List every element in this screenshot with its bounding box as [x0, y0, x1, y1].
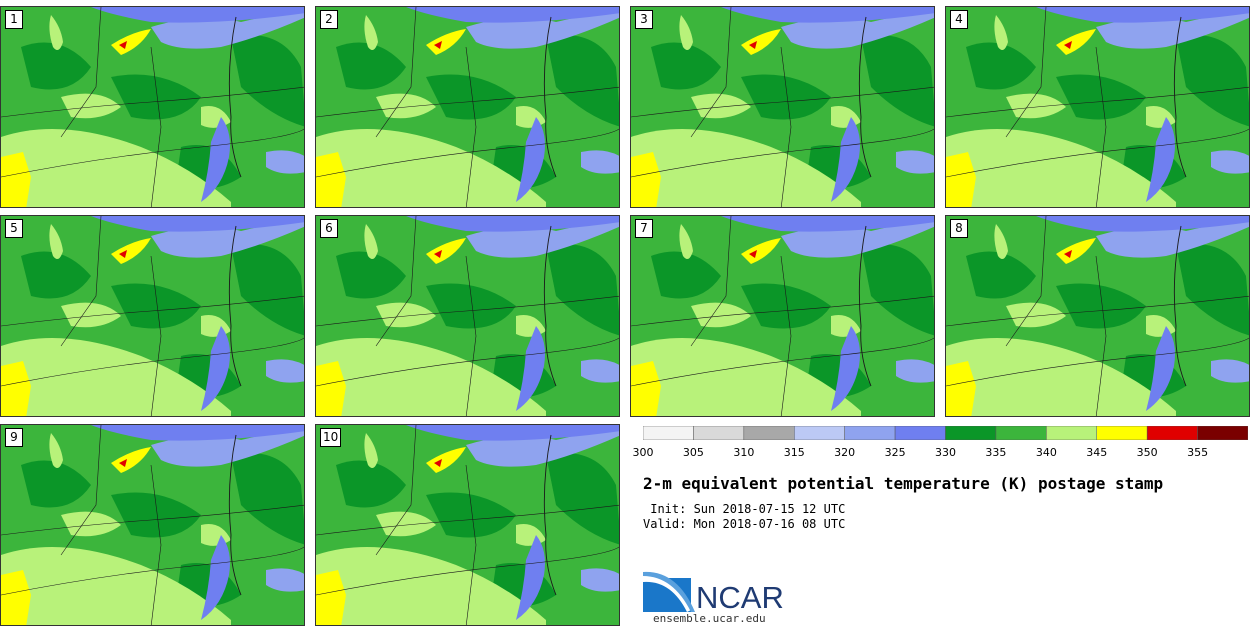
map-2 — [316, 7, 619, 207]
colorbar-segment-8 — [1046, 426, 1098, 440]
colorbar-segment-7 — [995, 426, 1047, 440]
colorbar-tick-label: 305 — [682, 446, 704, 459]
colorbar-segment-5 — [894, 426, 946, 440]
init-time: Init: Sun 2018-07-15 12 UTC — [643, 502, 846, 516]
colorbar-segment-3 — [794, 426, 845, 440]
colorbar-tick-label: 300 — [632, 446, 654, 459]
colorbar-tick-label: 315 — [783, 446, 805, 459]
member-panel-1: 1 — [0, 6, 305, 208]
colorbar-tick-label: 340 — [1035, 446, 1057, 459]
colorbar — [643, 426, 1248, 440]
colorbar-segment-10 — [1146, 426, 1198, 440]
member-number-label: 10 — [320, 428, 342, 447]
member-panel-8: 8 — [945, 215, 1250, 417]
map-10 — [316, 425, 619, 625]
colorbar-tick-label: 345 — [1086, 446, 1108, 459]
colorbar-segment-6 — [945, 426, 997, 440]
member-panel-5: 5 — [0, 215, 305, 417]
valid-time: Valid: Mon 2018-07-16 08 UTC — [643, 517, 846, 531]
colorbar-segment-11 — [1197, 426, 1248, 440]
member-panel-7: 7 — [630, 215, 935, 417]
member-panel-3: 3 — [630, 6, 935, 208]
member-panel-2: 2 — [315, 6, 620, 208]
member-number-label: 5 — [5, 219, 23, 238]
member-number-label: 6 — [320, 219, 338, 238]
member-number-label: 4 — [950, 10, 968, 29]
member-panel-6: 6 — [315, 215, 620, 417]
colorbar-segment-4 — [844, 426, 896, 440]
member-panel-4: 4 — [945, 6, 1250, 208]
colorbar-segment-1 — [693, 426, 745, 440]
map-4 — [946, 7, 1249, 207]
map-6 — [316, 216, 619, 416]
colorbar-tick-label: 310 — [733, 446, 755, 459]
ncar-logo: NCAR — [643, 571, 784, 612]
colorbar-tick-label: 335 — [985, 446, 1007, 459]
map-5 — [1, 216, 304, 416]
figure-title: 2-m equivalent potential temperature (K)… — [643, 474, 1164, 493]
map-9 — [1, 425, 304, 625]
member-panel-10: 10 — [315, 424, 620, 626]
colorbar-segment-0 — [643, 426, 694, 440]
member-number-label: 2 — [320, 10, 338, 29]
member-number-label: 3 — [635, 10, 653, 29]
website-url: ensemble.ucar.edu — [653, 612, 766, 625]
colorbar-tick-label: 320 — [834, 446, 856, 459]
member-number-label: 7 — [635, 219, 653, 238]
map-8 — [946, 216, 1249, 416]
colorbar-tick-label: 355 — [1187, 446, 1209, 459]
member-number-label: 9 — [5, 428, 23, 447]
member-number-label: 1 — [5, 10, 23, 29]
colorbar-segment-2 — [743, 426, 795, 440]
member-panel-9: 9 — [0, 424, 305, 626]
logo-swoosh — [643, 575, 691, 612]
colorbar-tick-label: 350 — [1136, 446, 1158, 459]
logo-text: NCAR — [696, 580, 784, 612]
colorbar-tick-label: 330 — [935, 446, 956, 459]
map-7 — [631, 216, 934, 416]
map-1 — [1, 7, 304, 207]
map-3 — [631, 7, 934, 207]
colorbar-tick-label: 325 — [884, 446, 906, 459]
member-number-label: 8 — [950, 219, 968, 238]
colorbar-segment-9 — [1096, 426, 1148, 440]
